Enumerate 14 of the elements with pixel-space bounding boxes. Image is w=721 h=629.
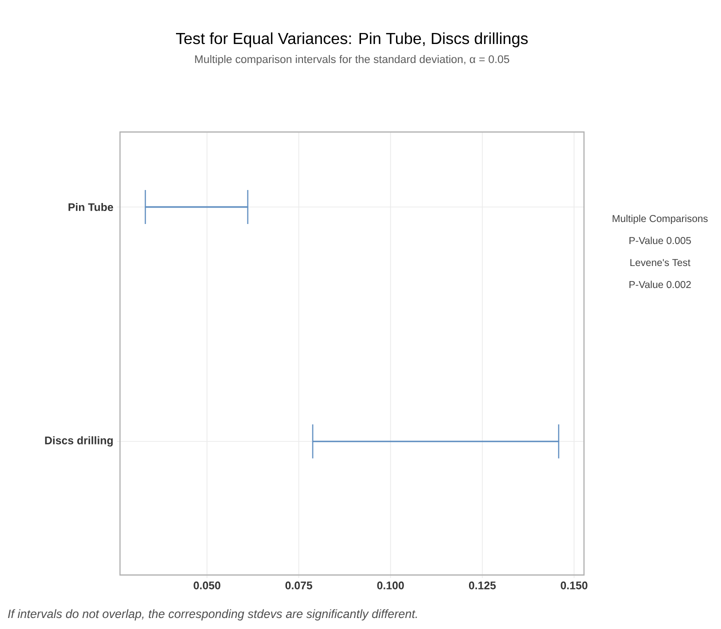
- text: Levene's Test: [630, 259, 690, 266]
- x-tick-label: 0.100: [377, 582, 404, 590]
- y-tick-label: Discs drilling: [45, 436, 113, 447]
- text: Multiple Comparisons: [612, 214, 708, 224]
- text: P-Value 0.005: [629, 236, 691, 244]
- text: P-Value 0.002: [629, 280, 691, 288]
- x-tick-label: 0.050: [194, 582, 220, 590]
- x-tick-label: 0.125: [468, 582, 496, 590]
- chart-subtitle: Multiple comparison intervals for the standard deviation, α = 0.05: [195, 55, 510, 66]
- x-tick-label: 0.075: [285, 582, 312, 590]
- text: If intervals do not overlap, the corresponding stdevs are significantly different.: [8, 609, 417, 620]
- y-tick-label: Pin Tube: [68, 202, 114, 212]
- chart-title: Test for Equal Variances: Pin Tube, Discs drillings: [176, 32, 528, 48]
- x-tick-label: 0.150: [560, 582, 588, 590]
